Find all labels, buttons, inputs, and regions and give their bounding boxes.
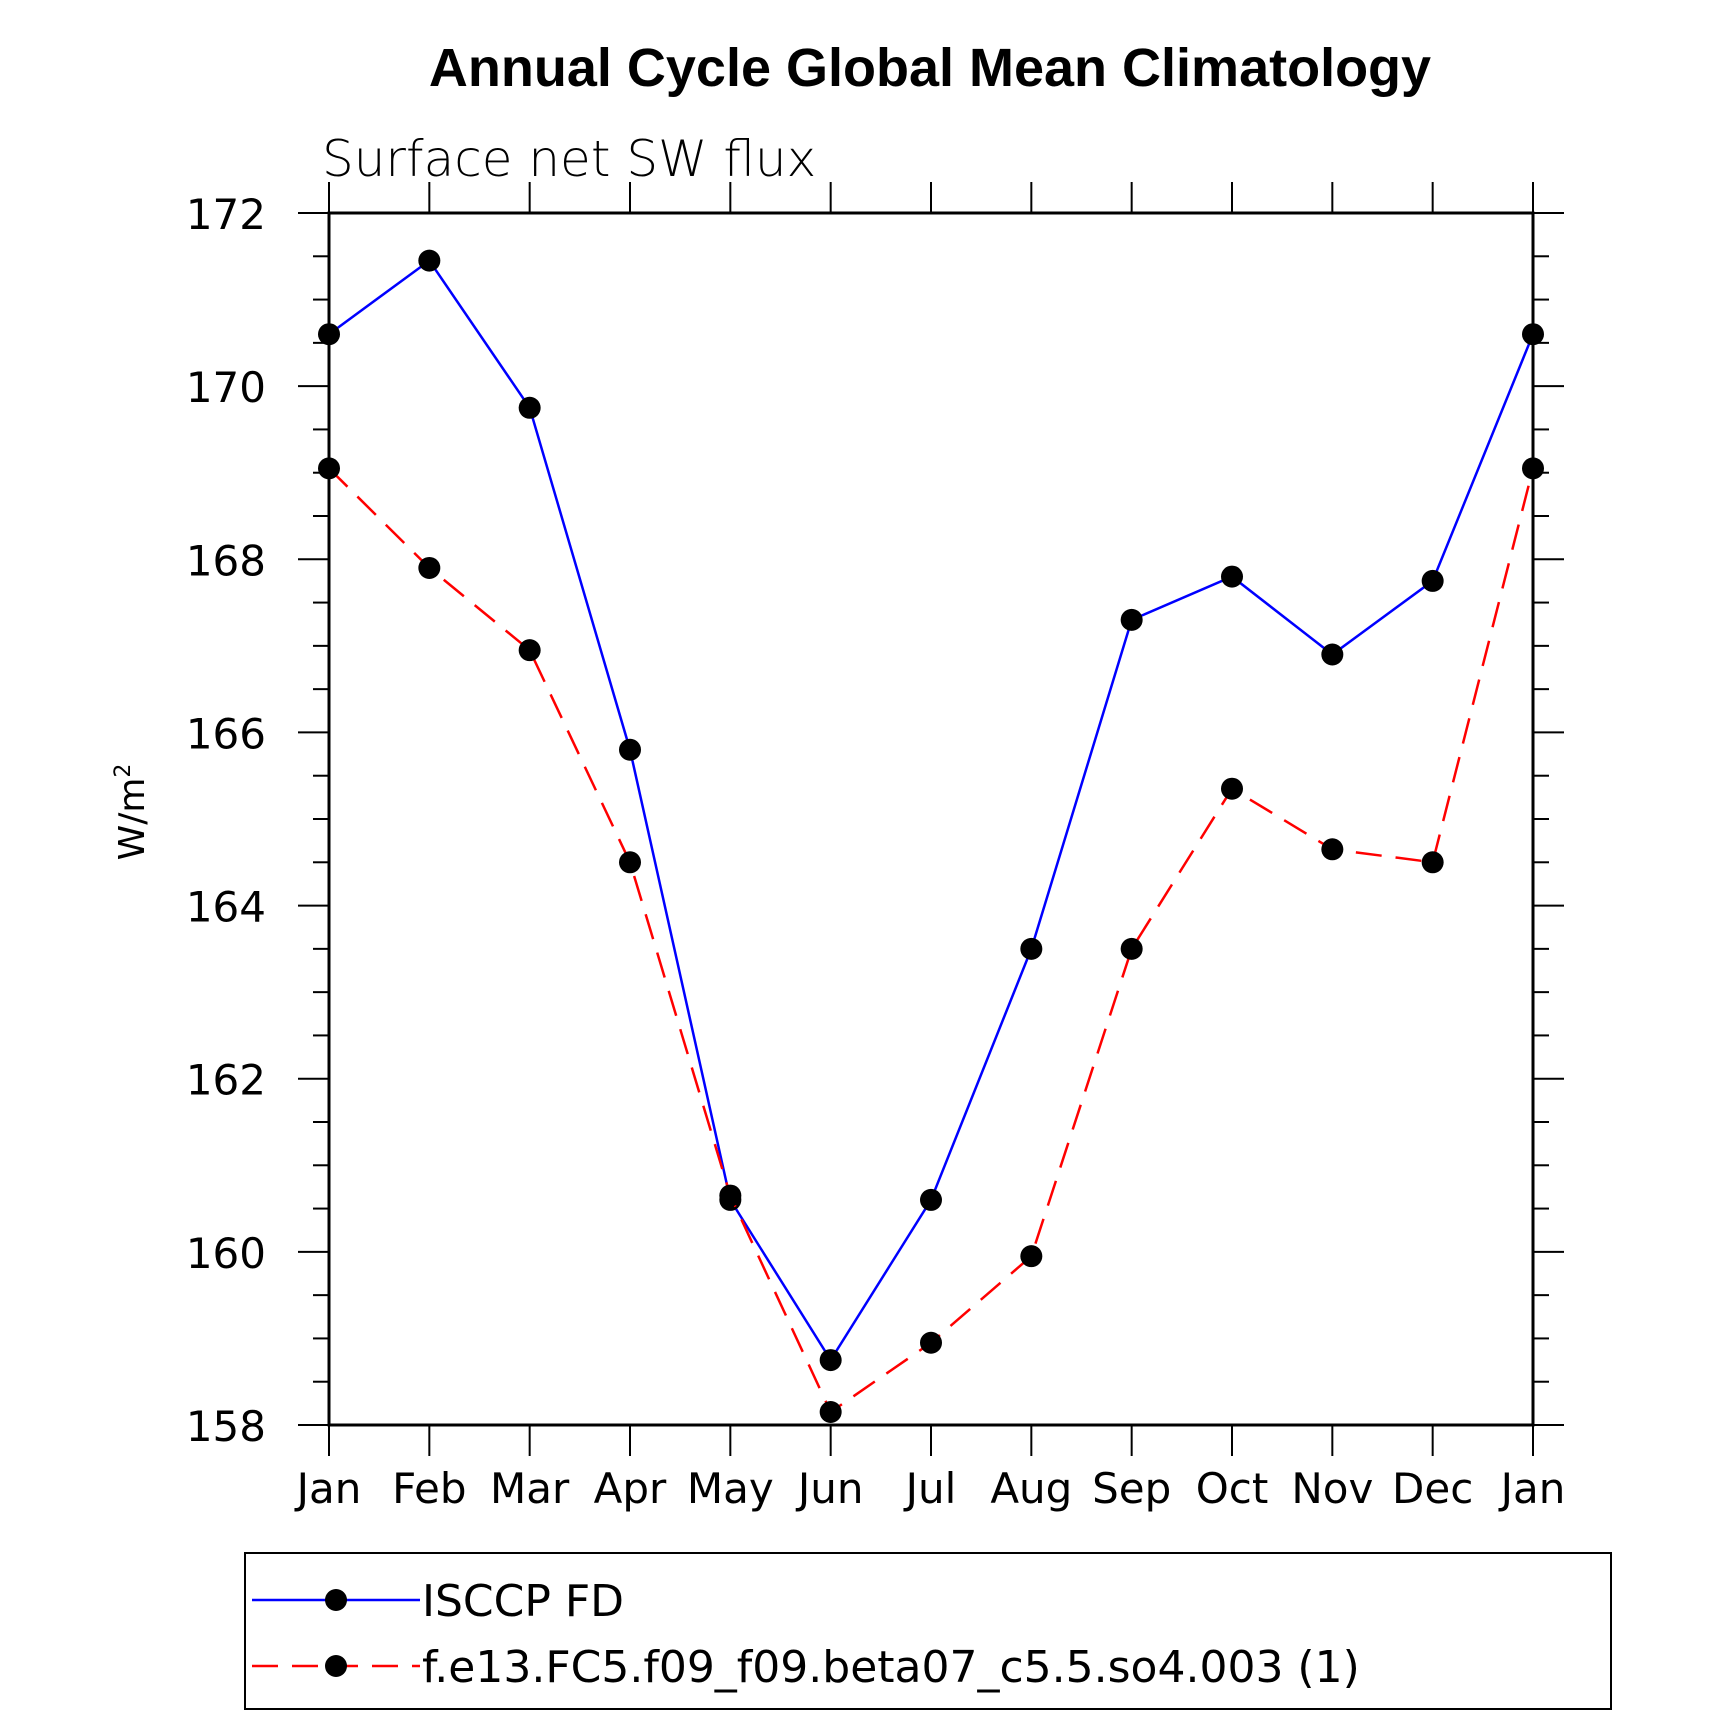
y-axis-ticks: 158 160 162 164 166 168 170 172 (186, 190, 1564, 1451)
y-axis-label: W/m2 (111, 764, 153, 861)
data-point-series-0 (920, 1188, 942, 1211)
data-point-series-1 (1120, 937, 1143, 960)
x-tick-label: Feb (392, 1464, 466, 1513)
plot-frame (327, 211, 1535, 1427)
y-axis-label-main: W/m (112, 778, 153, 861)
x-tick-label: Jul (903, 1464, 957, 1513)
legend-frame (244, 1552, 1612, 1710)
x-tick-label: Jan (294, 1464, 362, 1513)
y-tick-label: 168 (186, 536, 266, 585)
data-point-series-1 (920, 1331, 942, 1354)
data-point-series-1 (418, 556, 441, 579)
data-point-series-1 (819, 1401, 842, 1424)
legend-items: ISCCP FD f.e13.FC5.f09_f09.beta07_c5.5.so… (252, 1576, 1360, 1693)
data-point-series-1 (1020, 1245, 1043, 1268)
series-line-1 (328, 467, 1535, 1414)
x-tick-label: Sep (1092, 1464, 1171, 1513)
data-point-series-0 (1522, 323, 1544, 346)
legend-marker-1 (325, 1655, 347, 1677)
y-tick-label: 162 (186, 1056, 266, 1105)
data-point-series-0 (518, 396, 541, 419)
data-point-series-0 (1421, 569, 1444, 592)
data-point-series-0 (619, 738, 641, 761)
data-point-series-0 (1120, 608, 1143, 631)
data-point-series-1 (1221, 777, 1243, 800)
x-tick-label: Dec (1392, 1464, 1473, 1513)
data-point-series-1 (318, 457, 340, 480)
data-point-series-0 (1221, 565, 1243, 588)
x-tick-label: Oct (1196, 1464, 1269, 1513)
legend: ISCCP FD f.e13.FC5.f09_f09.beta07_c5.5.so… (244, 1552, 1612, 1710)
data-point-series-1 (1321, 838, 1344, 861)
x-tick-label: Apr (594, 1464, 667, 1513)
chart-title: Annual Cycle Global Mean Climatology (429, 38, 1431, 98)
y-tick-label: 164 (186, 883, 266, 932)
series-group (318, 249, 1544, 1424)
legend-marker-0 (325, 1589, 347, 1611)
y-axis-label-superscript: 2 (111, 764, 136, 778)
data-point-series-0 (418, 249, 441, 272)
y-tick-label: 166 (186, 709, 266, 758)
data-point-series-1 (619, 851, 641, 874)
data-point-series-1 (1522, 457, 1544, 480)
x-tick-label: Jun (795, 1464, 864, 1513)
data-point-series-0 (318, 323, 340, 346)
data-point-series-1 (518, 639, 541, 662)
x-tick-label: May (687, 1464, 774, 1513)
legend-label-1: f.e13.FC5.f09_f09.beta07_c5.5.so4.003 (1… (422, 1642, 1360, 1693)
chart-subtitle: Surface net SW flux (322, 130, 816, 188)
data-point-series-0 (1020, 937, 1043, 960)
x-tick-label: Aug (990, 1464, 1072, 1513)
data-point-series-0 (1321, 643, 1344, 666)
data-point-series-1 (719, 1184, 742, 1207)
x-tick-label: Nov (1291, 1464, 1373, 1513)
plot-axes (327, 211, 1535, 1427)
data-point-series-0 (819, 1349, 842, 1372)
y-tick-label: 158 (186, 1402, 266, 1451)
x-tick-label: Mar (490, 1464, 570, 1513)
x-axis-ticks: Jan Feb Mar Apr May Jun Jul Aug Sep Oct Nov Dec Jan (294, 182, 1566, 1513)
legend-label-0: ISCCP FD (422, 1576, 624, 1627)
data-point-series-1 (1421, 851, 1444, 874)
y-tick-label: 172 (186, 190, 266, 239)
x-tick-label: Jan (1498, 1464, 1566, 1513)
y-tick-label: 170 (186, 363, 266, 412)
y-tick-label: 160 (186, 1229, 266, 1278)
